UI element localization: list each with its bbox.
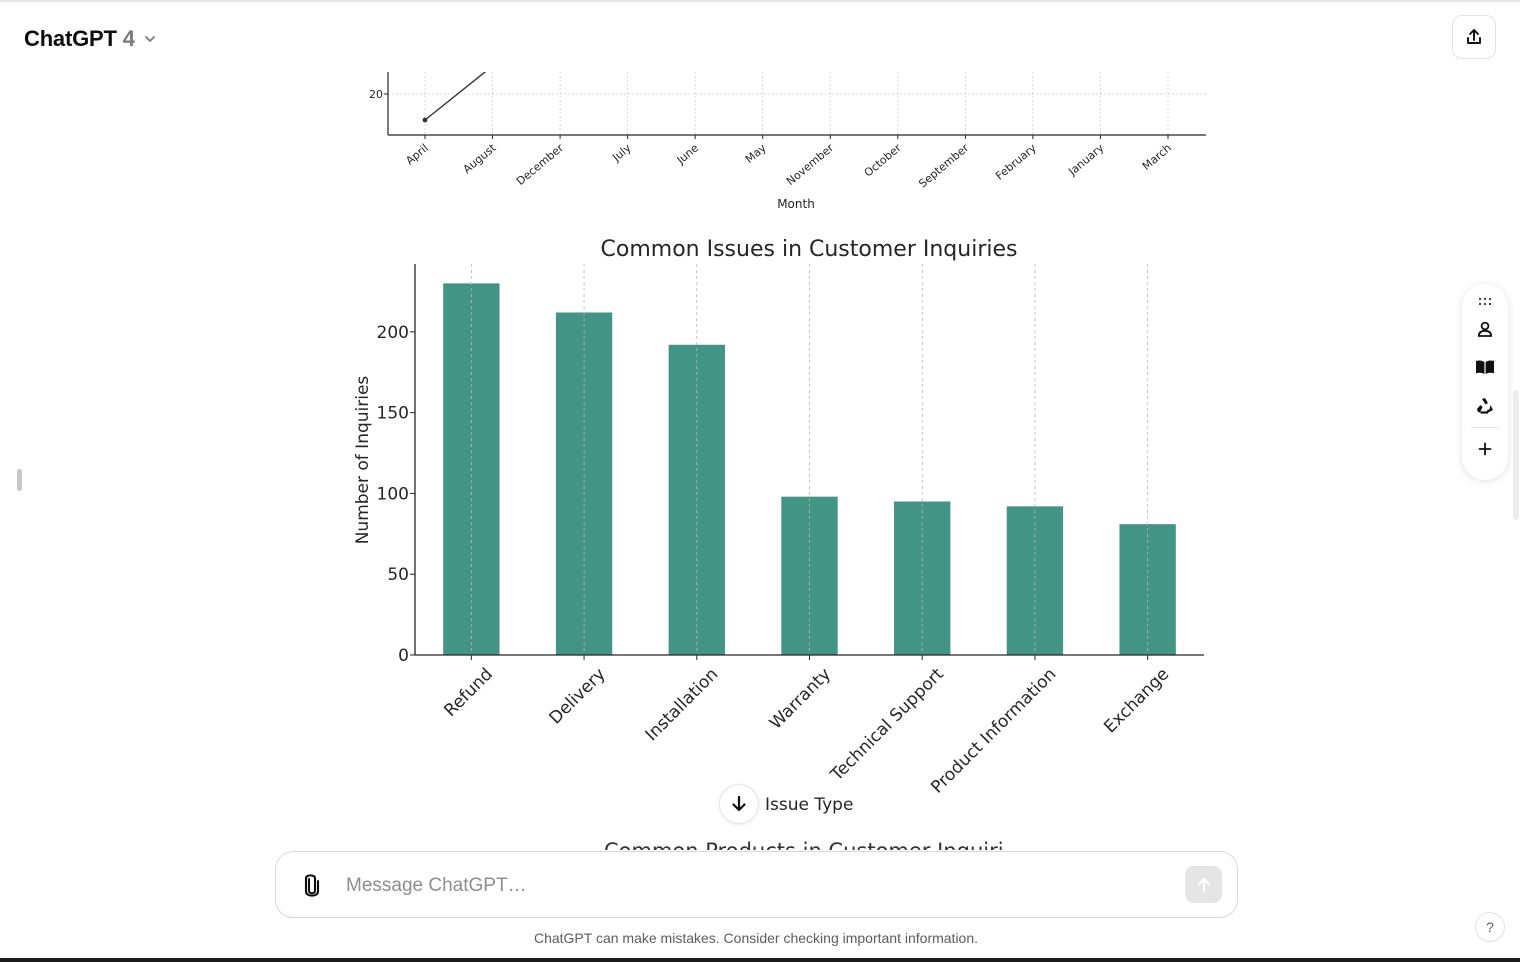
line-chart-xtick-label: September	[916, 141, 971, 190]
bar-chart-xtick-label: Exchange	[1100, 664, 1173, 737]
line-chart-xtick-label: August	[461, 141, 499, 176]
arrow-up-icon	[1197, 877, 1210, 893]
grid-dots-icon[interactable]	[1473, 290, 1497, 314]
bar-chart-xtick-label: Installation	[642, 664, 723, 745]
bar-chart-ylabel: Number of Inquiries	[353, 376, 373, 545]
bar-delivery	[555, 312, 613, 655]
line-chart: April August December July June May November Oc…	[369, 64, 1206, 190]
model-version: 4	[122, 26, 135, 51]
bar-chart-xtick-label: Product Information	[927, 664, 1060, 797]
bar-chart-ytick-label: 150	[377, 404, 409, 424]
line-chart-xtick-label: November	[784, 141, 837, 188]
sidebar-toggle-handle[interactable]	[17, 469, 22, 491]
line-chart-xlabel: Month	[777, 197, 815, 211]
scroll-down-button[interactable]	[719, 784, 759, 824]
bar-chart-xtick-label: Refund	[440, 664, 496, 720]
help-button[interactable]: ?	[1475, 912, 1505, 942]
line-chart-point	[490, 64, 495, 69]
line-chart-point	[422, 117, 428, 123]
top-border	[0, 0, 1520, 2]
paperclip-icon	[304, 874, 320, 897]
page-scrollbar[interactable]	[1513, 390, 1519, 520]
line-chart-xtick-label: March	[1140, 141, 1174, 173]
bar-chart-ytick-label: 50	[387, 565, 409, 585]
person-icon[interactable]	[1473, 317, 1497, 341]
message-composer	[275, 851, 1238, 918]
chevron-down-icon	[144, 36, 155, 42]
bar-chart-xtick-label: Delivery	[546, 664, 610, 728]
line-chart-xtick-label: July	[609, 141, 634, 165]
line-chart-xtick-label: January	[1065, 141, 1106, 179]
app-title: ChatGPT	[24, 26, 117, 51]
bar-chart-ytick-label: 0	[398, 646, 409, 666]
model-selector[interactable]: ChatGPT 4	[24, 24, 157, 54]
line-chart-xtick-label: February	[993, 141, 1039, 183]
line-chart-xtick-label: December	[514, 141, 566, 188]
bar-chart-xtick-label: Technical Support	[826, 664, 948, 786]
line-chart-series	[424, 72, 487, 121]
share-upload-icon	[1467, 29, 1481, 44]
bar-chart-ytick-label: 200	[377, 323, 409, 343]
bar-chart-xtick-label: Warranty	[766, 664, 835, 733]
charts-canvas: April August December July June May November Oc…	[353, 64, 1206, 815]
line-chart-xtick-label: October	[862, 141, 904, 180]
arrow-down-icon	[732, 795, 746, 812]
help-label: ?	[1486, 919, 1494, 935]
recycle-icon[interactable]	[1473, 394, 1497, 418]
bar-chart-ytick-label: 100	[377, 484, 409, 504]
bar-chart-title: Common Issues in Customer Inquiries	[601, 237, 1018, 262]
line-chart-ytick-label: 20	[369, 88, 383, 101]
share-button[interactable]	[1452, 15, 1496, 59]
side-toolbar	[1462, 284, 1508, 480]
send-button[interactable]	[1185, 866, 1222, 903]
book-icon[interactable]	[1473, 355, 1497, 379]
toolbar-separator	[1471, 427, 1499, 428]
bar-chart-xlabel: Issue Type	[765, 795, 853, 815]
message-input[interactable]	[344, 870, 1168, 902]
bottom-border	[0, 958, 1520, 962]
next-chart-title: Common Products in Customer Inquiries	[604, 838, 1004, 850]
disclaimer-text: ChatGPT can make mistakes. Consider chec…	[533, 930, 979, 946]
line-chart-xtick-label: May	[743, 141, 769, 166]
plus-icon[interactable]	[1473, 437, 1497, 461]
line-chart-xtick-label: April	[403, 141, 431, 167]
attach-button[interactable]	[298, 872, 326, 900]
bar-chart: Refund Delivery Installation WarrantyTechni…	[377, 264, 1204, 798]
line-chart-xtick-label: June	[674, 141, 702, 167]
